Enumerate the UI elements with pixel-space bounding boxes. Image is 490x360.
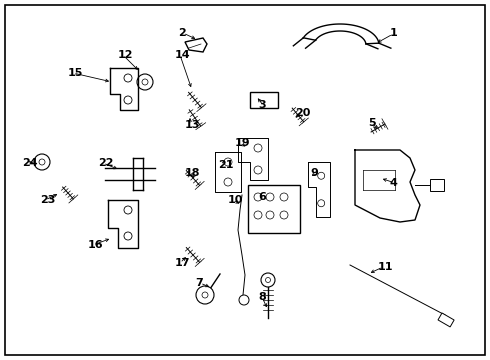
Text: 16: 16 <box>88 240 103 250</box>
Text: 10: 10 <box>228 195 244 205</box>
Text: 11: 11 <box>378 262 393 272</box>
Circle shape <box>280 211 288 219</box>
Text: 24: 24 <box>22 158 38 168</box>
Circle shape <box>124 206 132 214</box>
Circle shape <box>34 154 50 170</box>
Circle shape <box>239 295 249 305</box>
Text: 2: 2 <box>178 28 186 38</box>
Text: 19: 19 <box>235 138 250 148</box>
Text: 3: 3 <box>258 100 266 110</box>
Polygon shape <box>355 150 420 222</box>
Bar <box>430 179 444 191</box>
Circle shape <box>224 158 232 166</box>
Circle shape <box>142 79 148 85</box>
Text: 22: 22 <box>98 158 114 168</box>
Circle shape <box>124 96 132 104</box>
Circle shape <box>124 74 132 82</box>
Text: 20: 20 <box>295 108 310 118</box>
Text: 9: 9 <box>310 168 318 178</box>
Text: 14: 14 <box>175 50 191 60</box>
Circle shape <box>224 178 232 186</box>
Bar <box>250 92 278 108</box>
Text: 17: 17 <box>175 258 191 268</box>
Polygon shape <box>108 200 138 248</box>
Text: 23: 23 <box>40 195 55 205</box>
Bar <box>438 313 454 327</box>
Circle shape <box>280 193 288 201</box>
Polygon shape <box>308 162 330 217</box>
Circle shape <box>318 200 325 207</box>
Polygon shape <box>215 152 241 192</box>
Text: 7: 7 <box>195 278 203 288</box>
Circle shape <box>202 292 208 298</box>
Circle shape <box>196 286 214 304</box>
Text: 4: 4 <box>390 178 398 188</box>
Polygon shape <box>185 38 207 52</box>
Circle shape <box>266 193 274 201</box>
Circle shape <box>137 74 153 90</box>
Circle shape <box>254 193 262 201</box>
Text: 5: 5 <box>368 118 376 128</box>
Text: 15: 15 <box>68 68 83 78</box>
Bar <box>248 185 300 233</box>
Circle shape <box>318 172 325 179</box>
Circle shape <box>254 166 262 174</box>
Text: 18: 18 <box>185 168 200 178</box>
Circle shape <box>124 232 132 240</box>
Circle shape <box>266 278 270 283</box>
Text: 6: 6 <box>258 192 266 202</box>
Text: 1: 1 <box>390 28 398 38</box>
Circle shape <box>254 211 262 219</box>
Polygon shape <box>238 138 268 180</box>
Circle shape <box>39 159 45 165</box>
Text: 12: 12 <box>118 50 133 60</box>
Circle shape <box>254 144 262 152</box>
Polygon shape <box>110 68 138 110</box>
Circle shape <box>261 273 275 287</box>
Text: 21: 21 <box>218 160 234 170</box>
Text: 8: 8 <box>258 292 266 302</box>
Text: 13: 13 <box>185 120 200 130</box>
Circle shape <box>266 211 274 219</box>
